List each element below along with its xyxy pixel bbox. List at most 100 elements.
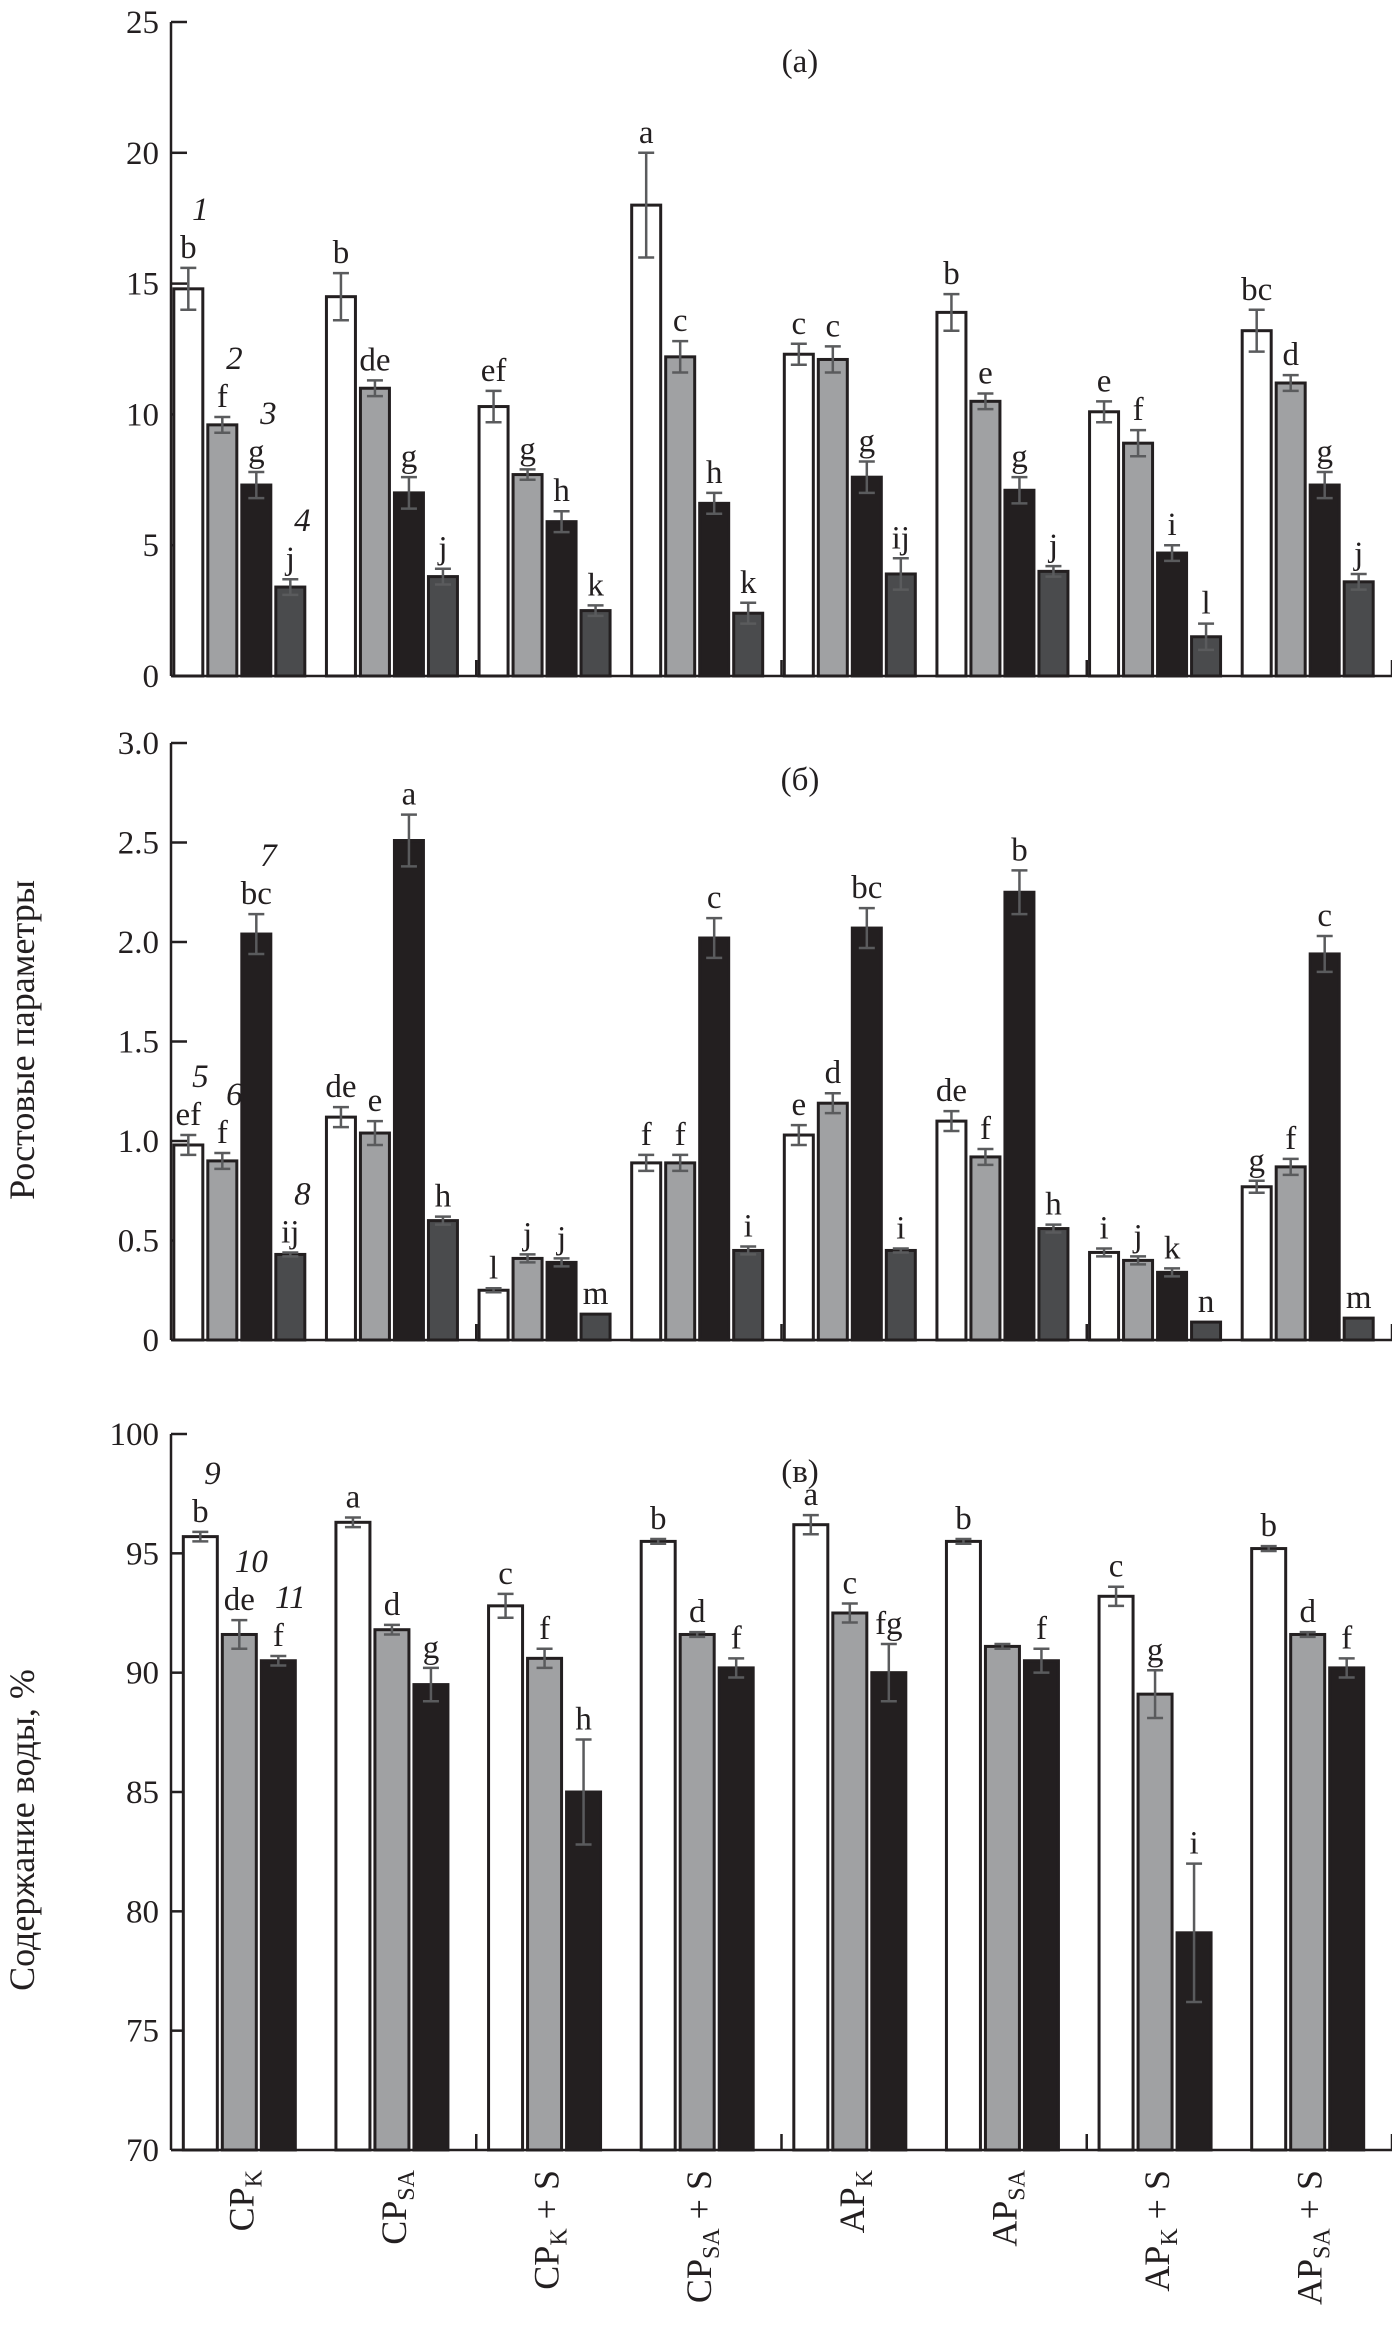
- bar: [220, 1632, 258, 2152]
- significance-letter: g: [1248, 1143, 1265, 1179]
- bar: [324, 1115, 357, 1342]
- significance-letter: fg: [875, 1606, 903, 1642]
- significance-letter: j: [522, 1216, 532, 1252]
- bar: [935, 1119, 968, 1342]
- bar: [206, 423, 239, 678]
- significance-letter: c: [673, 303, 688, 339]
- series-number-label: 8: [294, 1176, 311, 1212]
- bar: [698, 501, 731, 678]
- significance-letter: i: [1167, 507, 1176, 543]
- y-tick-label: 10: [126, 397, 159, 433]
- bar: [526, 1656, 564, 2152]
- significance-letter: g: [423, 1630, 440, 1666]
- bar: [1037, 1227, 1070, 1342]
- significance-letter: f: [980, 1111, 991, 1147]
- bar: [1122, 441, 1155, 678]
- significance-letter: f: [641, 1117, 652, 1153]
- significance-letter: e: [1097, 363, 1112, 399]
- significance-letter: de: [359, 342, 390, 378]
- significance-letter: f: [217, 379, 228, 415]
- bar: [969, 1155, 1002, 1342]
- significance-letter: f: [1285, 1121, 1296, 1157]
- bar: [717, 1666, 755, 2152]
- bar: [172, 287, 205, 678]
- y-tick-label: 25: [126, 5, 159, 41]
- bar: [850, 475, 883, 678]
- significance-letter: a: [639, 115, 654, 151]
- bar: [1240, 1185, 1273, 1342]
- category-axis-labels: CPK CPSA CPK + S CPSA + S APK APSA APK + S APSA…: [221, 2169, 1335, 2305]
- series-number-label: 6: [226, 1077, 243, 1113]
- significance-letter: d: [825, 1055, 842, 1091]
- bar: [240, 932, 273, 1342]
- panel-title: (в): [781, 1454, 819, 1490]
- significance-letter: b: [1260, 1508, 1277, 1544]
- bar: [782, 1133, 815, 1342]
- significance-letter: i: [1099, 1210, 1108, 1246]
- significance-letter: bc: [1241, 272, 1272, 308]
- bar: [392, 491, 425, 678]
- category-label: APK: [832, 2169, 878, 2233]
- bar: [698, 936, 731, 1342]
- category-label: APK + S: [1137, 2170, 1183, 2292]
- bar: [1342, 580, 1375, 678]
- significance-letter: g: [859, 423, 876, 459]
- bar: [240, 483, 273, 678]
- bar: [373, 1628, 411, 2152]
- bar: [358, 1131, 391, 1342]
- bar: [1003, 890, 1036, 1342]
- y-tick-label: 2.5: [118, 826, 159, 862]
- bar: [1308, 952, 1341, 1342]
- series-number-label: 2: [226, 341, 243, 377]
- y-tick-label: 90: [126, 1656, 159, 1692]
- significance-letter: ij: [892, 520, 910, 556]
- series-number-label: 3: [259, 396, 277, 432]
- bar: [1037, 569, 1070, 678]
- bar: [630, 1161, 663, 1342]
- significance-letter: f: [675, 1117, 686, 1153]
- significance-letter: h: [435, 1179, 452, 1215]
- bar: [565, 1790, 603, 2152]
- bar: [1136, 1692, 1174, 2152]
- significance-letter: a: [346, 1480, 361, 1516]
- bar: [1156, 551, 1189, 678]
- bar: [1156, 1270, 1189, 1342]
- y-tick-label: 75: [126, 2014, 159, 2050]
- significance-letter: b: [192, 1494, 209, 1530]
- significance-letter: j: [1132, 1218, 1142, 1254]
- bar: [1097, 1594, 1135, 2152]
- bar: [782, 352, 815, 678]
- significance-letter: ef: [175, 1097, 201, 1133]
- significance-letter: e: [791, 1087, 806, 1123]
- bar: [274, 585, 307, 678]
- significance-letter: j: [285, 541, 295, 577]
- significance-letter: j: [437, 531, 447, 567]
- category-label: CPK: [221, 2169, 267, 2231]
- bar: [477, 1288, 510, 1342]
- significance-letter: c: [498, 1556, 513, 1592]
- significance-letter: j: [1048, 528, 1058, 564]
- series-number-label: 4: [294, 503, 311, 539]
- bar: [206, 1159, 239, 1342]
- category-label: CPSA: [374, 2169, 420, 2244]
- significance-letter: i: [744, 1208, 753, 1244]
- significance-letter: bc: [851, 870, 882, 906]
- significance-letter: de: [325, 1069, 356, 1105]
- category-label: APSA + S: [1290, 2170, 1336, 2305]
- significance-letter: h: [575, 1701, 592, 1737]
- bar: [259, 1659, 297, 2152]
- bar: [1274, 381, 1307, 678]
- significance-letter: b: [1011, 832, 1028, 868]
- bar: [1274, 1165, 1307, 1342]
- significance-letter: j: [1353, 536, 1363, 572]
- significance-letter: f: [539, 1611, 550, 1647]
- significance-letter: g: [1147, 1632, 1164, 1668]
- bar: [732, 1248, 765, 1342]
- significance-letter: n: [1198, 1284, 1215, 1320]
- panel-title: (б): [781, 762, 820, 798]
- series-number-label: 7: [260, 838, 278, 874]
- bar: [831, 1611, 869, 2152]
- bar: [579, 1312, 612, 1342]
- significance-letter: f: [1133, 392, 1144, 428]
